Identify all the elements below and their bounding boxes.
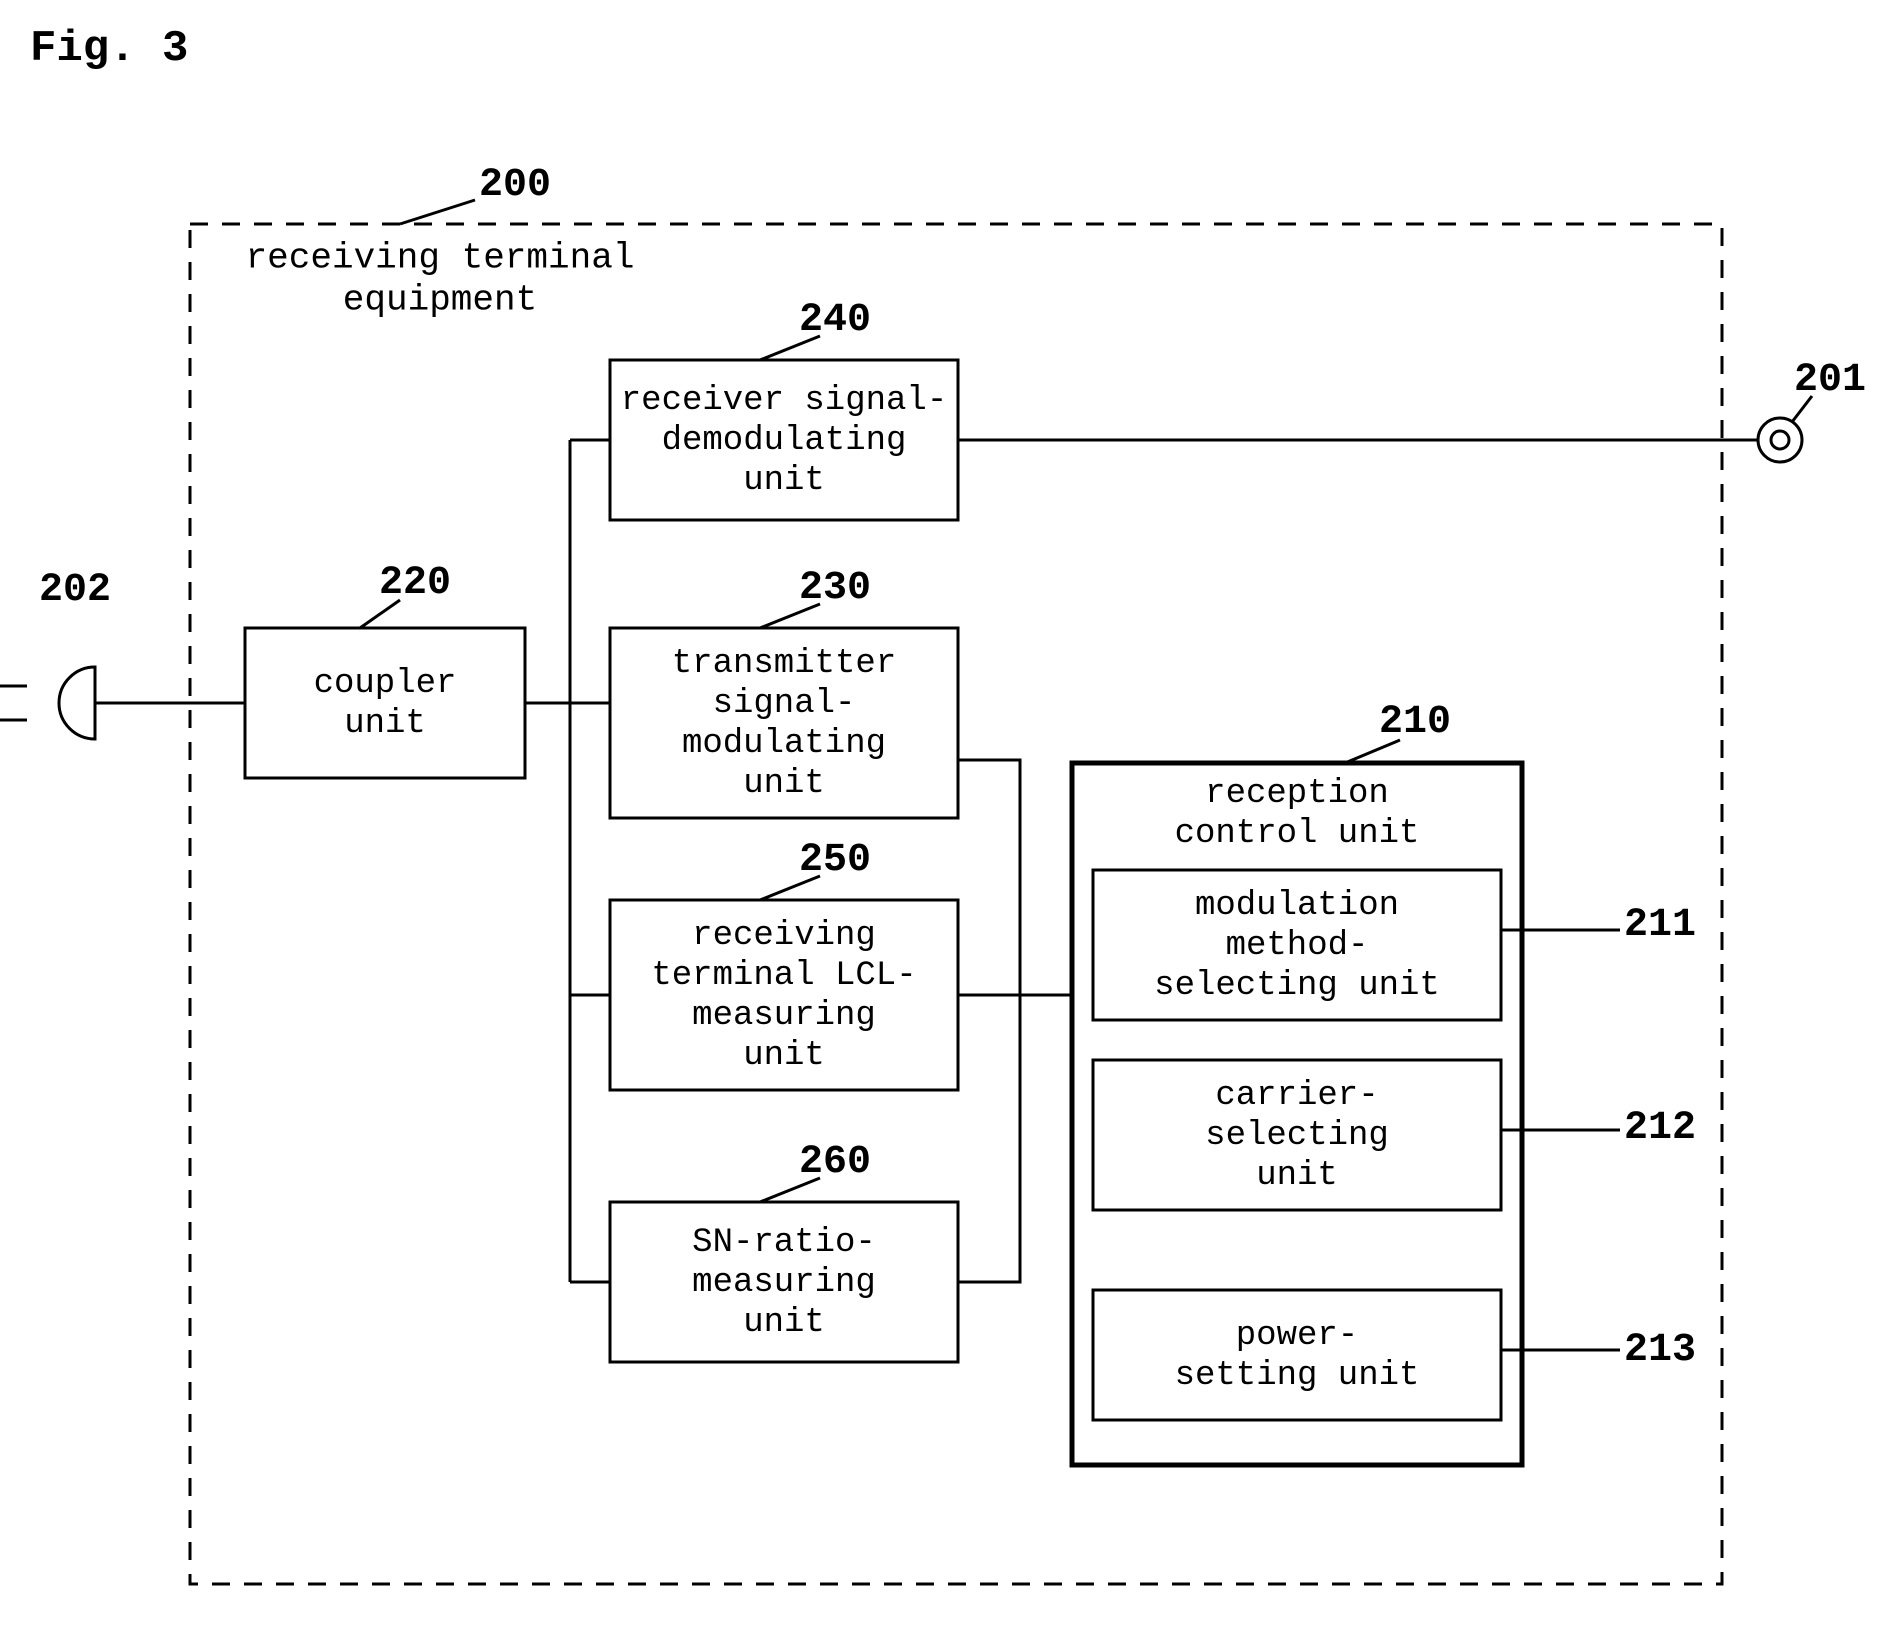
ref-220: 220 — [379, 561, 451, 606]
svg-text:selecting: selecting — [1205, 1117, 1389, 1155]
ref-210: 210 — [1379, 700, 1451, 745]
svg-text:unit: unit — [1256, 1157, 1338, 1195]
svg-text:power-: power- — [1236, 1317, 1358, 1355]
figure-label: Fig. 3 — [30, 24, 188, 74]
svg-text:reception: reception — [1205, 775, 1389, 813]
svg-text:terminal LCL-: terminal LCL- — [651, 957, 916, 995]
svg-text:method-: method- — [1226, 927, 1369, 965]
svg-text:signal-: signal- — [713, 685, 856, 723]
svg-text:measuring: measuring — [692, 1264, 876, 1302]
ref-230: 230 — [799, 566, 871, 611]
svg-text:carrier-: carrier- — [1215, 1077, 1378, 1115]
svg-text:modulating: modulating — [682, 725, 886, 763]
port-202-plug-icon — [59, 667, 95, 739]
power-box — [1093, 1290, 1501, 1420]
svg-text:SN-ratio-: SN-ratio- — [692, 1224, 876, 1262]
svg-text:setting unit: setting unit — [1175, 1357, 1420, 1395]
svg-text:measuring: measuring — [692, 997, 876, 1035]
svg-text:demodulating: demodulating — [662, 422, 907, 460]
ref-202: 202 — [39, 568, 111, 613]
ref-240: 240 — [799, 298, 871, 343]
svg-text:equipment: equipment — [343, 280, 537, 321]
svg-text:selecting unit: selecting unit — [1154, 967, 1440, 1005]
leader-200 — [400, 200, 475, 224]
svg-text:receiver signal-: receiver signal- — [621, 382, 947, 420]
svg-text:unit: unit — [743, 1037, 825, 1075]
svg-text:transmitter: transmitter — [672, 645, 896, 683]
svg-text:receiving: receiving — [692, 917, 876, 955]
ref-260: 260 — [799, 1140, 871, 1185]
wire-snr-to-rcu-vert — [958, 995, 1020, 1282]
svg-text:control unit: control unit — [1175, 815, 1420, 853]
ref-213: 213 — [1624, 1328, 1696, 1373]
svg-text:unit: unit — [743, 1304, 825, 1342]
svg-text:unit: unit — [344, 705, 426, 743]
svg-text:coupler: coupler — [314, 665, 457, 703]
svg-text:unit: unit — [743, 765, 825, 803]
ref-250: 250 — [799, 838, 871, 883]
wire-txmod-to-rcu-vert — [958, 760, 1020, 995]
ref-212: 212 — [1624, 1106, 1696, 1151]
ref-211: 211 — [1624, 903, 1696, 948]
ref-200: 200 — [479, 163, 551, 208]
ref-201: 201 — [1794, 358, 1866, 403]
svg-text:unit: unit — [743, 462, 825, 500]
svg-text:receiving terminal: receiving terminal — [246, 238, 635, 279]
svg-text:modulation: modulation — [1195, 887, 1399, 925]
coupler-box — [245, 628, 525, 778]
